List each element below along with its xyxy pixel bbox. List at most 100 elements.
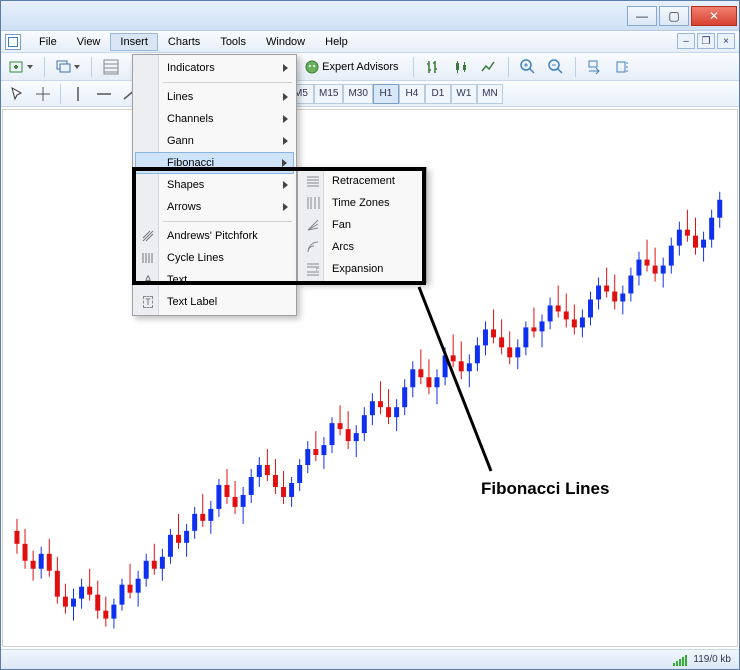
submenu-arrow-icon: [283, 137, 288, 145]
expert-advisors-label: Expert Advisors: [322, 61, 398, 73]
tz-icon: [305, 195, 321, 211]
menubar: FileViewInsertChartsToolsWindowHelp – ❐ …: [1, 31, 739, 53]
maximize-button[interactable]: ▢: [659, 6, 689, 26]
menu-item-channels[interactable]: Channels: [135, 108, 294, 130]
hline-icon: [96, 86, 112, 102]
menu-item-expansion[interactable]: FExpansion: [300, 258, 424, 280]
menu-window[interactable]: Window: [256, 33, 315, 51]
timeframe-mn[interactable]: MN: [477, 84, 503, 104]
mdi-minimize-button[interactable]: –: [677, 33, 695, 49]
minimize-button[interactable]: —: [627, 6, 657, 26]
submenu-arrow-icon: [283, 64, 288, 72]
menu-view[interactable]: View: [67, 33, 111, 51]
arrows-icon: [140, 199, 156, 215]
menu-item-label: Arrows: [167, 201, 201, 213]
mdi-restore-button[interactable]: ❐: [697, 33, 715, 49]
timeframe-h4[interactable]: H4: [399, 84, 425, 104]
app-window: — ▢ ✕ FileViewInsertChartsToolsWindowHel…: [0, 0, 740, 670]
candle-chart-button[interactable]: [449, 56, 473, 78]
menu-item-label: Fibonacci: [167, 157, 214, 169]
zoom-in-button[interactable]: [516, 56, 540, 78]
expert-advisors-button[interactable]: Expert Advisors: [297, 56, 405, 78]
menu-item-shapes[interactable]: Shapes: [135, 174, 294, 196]
expert-icon: [304, 59, 320, 75]
menu-item-text[interactable]: AText: [135, 269, 294, 291]
submenu-arrow-icon: [283, 181, 288, 189]
menu-item-gann[interactable]: Gann: [135, 130, 294, 152]
chart-shift-button[interactable]: [611, 56, 635, 78]
menu-item-label: Text: [167, 274, 187, 286]
menu-item-cycle-lines[interactable]: Cycle Lines: [135, 247, 294, 269]
timeframe-h1[interactable]: H1: [373, 84, 399, 104]
menu-item-time-zones[interactable]: Time Zones: [300, 192, 424, 214]
timeframe-w1[interactable]: W1: [451, 84, 477, 104]
chevron-down-icon: [27, 65, 33, 69]
crosshair-button[interactable]: [31, 83, 55, 105]
menu-item-label: Channels: [167, 113, 213, 125]
candle-chart-icon: [453, 59, 469, 75]
gann-icon: [140, 133, 156, 149]
menu-item-retracement[interactable]: Retracement: [300, 170, 424, 192]
menu-item-indicators[interactable]: Indicators: [135, 57, 294, 79]
menu-item-label: Andrews' Pitchfork: [167, 230, 258, 242]
menu-insert[interactable]: Insert: [110, 33, 158, 51]
profiles-button[interactable]: [52, 56, 84, 78]
menu-item-label: Fan: [332, 219, 351, 231]
titlebar: — ▢ ✕: [1, 1, 739, 31]
menu-tools[interactable]: Tools: [210, 33, 256, 51]
mdi-close-button[interactable]: ×: [717, 33, 735, 49]
close-button[interactable]: ✕: [691, 6, 737, 26]
market-watch-button[interactable]: [99, 56, 123, 78]
menu-item-label: Arcs: [332, 241, 354, 253]
menu-help[interactable]: Help: [315, 33, 358, 51]
vline-button[interactable]: [66, 83, 90, 105]
menu-file[interactable]: File: [29, 33, 67, 51]
zoom-out-icon: [548, 59, 564, 75]
pitchfork-icon: [140, 228, 156, 244]
timeframe-d1[interactable]: D1: [425, 84, 451, 104]
menu-item-label: Shapes: [167, 179, 204, 191]
menu-item-label: Cycle Lines: [167, 252, 224, 264]
menu-item-label: Retracement: [332, 175, 395, 187]
menu-item-fan[interactable]: Fan: [300, 214, 424, 236]
timeframe-m30[interactable]: M30: [343, 84, 372, 104]
new-chart-button[interactable]: [5, 56, 37, 78]
line-chart-button[interactable]: [477, 56, 501, 78]
cycle-icon: [140, 250, 156, 266]
menu-item-arrows[interactable]: Arrows: [135, 196, 294, 218]
retr-icon: [305, 173, 321, 189]
menu-item-label: Indicators: [167, 62, 215, 74]
vline-icon: [70, 86, 86, 102]
chart-shift-icon: [615, 59, 631, 75]
menu-item-andrews-pitchfork[interactable]: Andrews' Pitchfork: [135, 225, 294, 247]
hline-button[interactable]: [92, 83, 116, 105]
fan-icon: [305, 217, 321, 233]
auto-scroll-button[interactable]: [583, 56, 607, 78]
submenu-arrow-icon: [283, 93, 288, 101]
menu-item-lines[interactable]: Lines: [135, 86, 294, 108]
bar-chart-icon: [425, 59, 441, 75]
insert-menu-dropdown: Indicators Lines Channels Gann Fibonacci Shap…: [132, 54, 297, 316]
menu-charts[interactable]: Charts: [158, 33, 210, 51]
annotation-text: Fibonacci Lines: [481, 479, 609, 499]
menu-item-label: Lines: [167, 91, 193, 103]
menu-item-label: Text Label: [167, 296, 217, 308]
connection-bars-icon: [673, 654, 687, 666]
menu-item-label: Time Zones: [332, 197, 390, 209]
profiles-icon: [56, 59, 72, 75]
app-icon: [5, 34, 21, 50]
toolbar-drawing: A T M1M5M15M30H1H4D1W1MN: [1, 81, 739, 107]
fibonacci-submenu: Retracement Time Zones Fan Arcs FExpansion: [297, 167, 427, 283]
crosshair-icon: [35, 86, 51, 102]
submenu-arrow-icon: [282, 159, 287, 167]
toolbar-main: Order Expert Advisors: [1, 53, 739, 81]
menu-item-fibonacci[interactable]: Fibonacci: [135, 152, 294, 174]
menu-item-text-label[interactable]: TText Label: [135, 291, 294, 313]
cursor-button[interactable]: [5, 83, 29, 105]
submenu-arrow-icon: [283, 203, 288, 211]
timeframe-m15[interactable]: M15: [314, 84, 343, 104]
bar-chart-button[interactable]: [421, 56, 445, 78]
channels-icon: [140, 111, 156, 127]
menu-item-arcs[interactable]: Arcs: [300, 236, 424, 258]
zoom-out-button[interactable]: [544, 56, 568, 78]
